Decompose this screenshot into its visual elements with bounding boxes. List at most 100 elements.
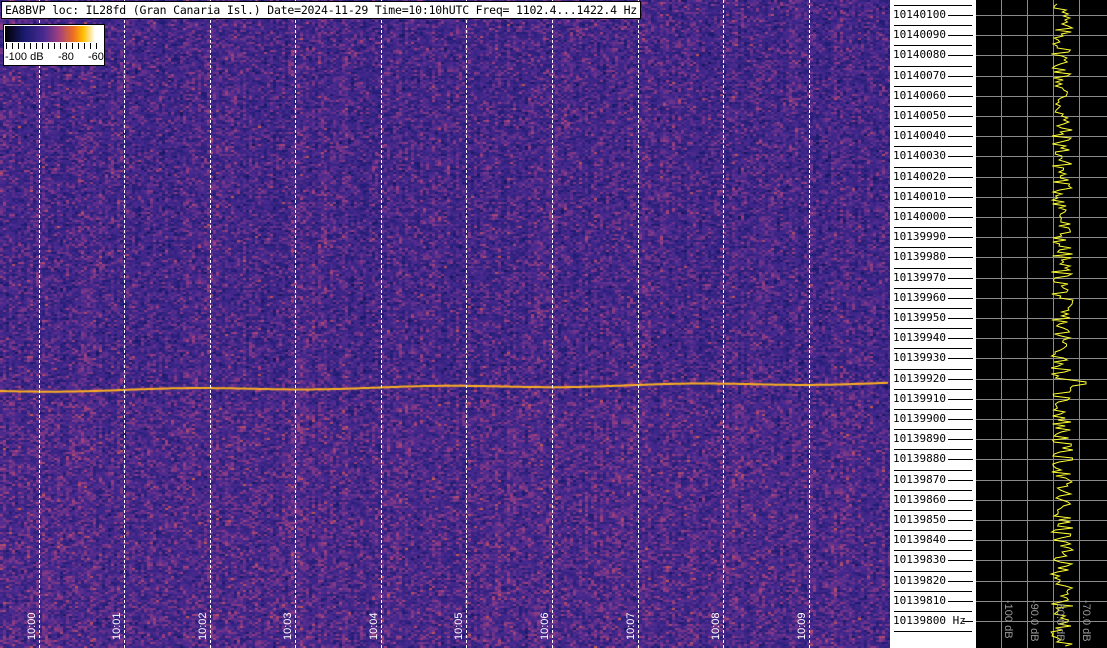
time-gridline xyxy=(809,0,810,648)
grid-line xyxy=(976,136,1107,138)
time-label: 10:09 xyxy=(796,612,808,640)
frequency-minor-tick xyxy=(894,328,972,330)
db-label: -70.0 dB xyxy=(1080,600,1092,642)
colorbar-ticks xyxy=(6,43,102,49)
frequency-tick xyxy=(948,196,973,198)
grid-line xyxy=(976,116,1107,117)
grid-line xyxy=(976,479,1107,481)
frequency-tick xyxy=(948,560,973,562)
grid-line xyxy=(976,156,1107,158)
colorbar-label-mid: -80 xyxy=(58,51,74,63)
grid-line xyxy=(976,398,1107,400)
frequency-label: 10139850 xyxy=(893,513,946,526)
frequency-minor-tick xyxy=(894,5,972,6)
spectrum-trace xyxy=(1049,3,1087,647)
frequency-minor-tick xyxy=(894,207,972,208)
grid-line xyxy=(976,176,1107,178)
db-label: -100 dB xyxy=(1002,600,1014,639)
frequency-tick xyxy=(948,459,973,461)
grid-line xyxy=(976,297,1107,299)
frequency-tick xyxy=(948,237,973,239)
frequency-label: 10140100 xyxy=(893,8,946,21)
grid-line xyxy=(976,75,1107,77)
spectrogram: 10:00 10:01 10:02 10:03 10:04 10:05 10:06 10:07… xyxy=(0,0,890,648)
time-gridline xyxy=(124,0,125,648)
frequency-minor-tick xyxy=(894,25,972,27)
frequency-tick xyxy=(948,358,973,360)
frequency-tick xyxy=(948,378,973,380)
frequency-label: 10139970 xyxy=(893,270,946,284)
frequency-label: 10140080 xyxy=(893,48,946,62)
grid-line xyxy=(976,499,1107,501)
time-label: 10:06 xyxy=(539,612,551,640)
frequency-tick xyxy=(948,479,973,481)
grid-line xyxy=(976,217,1107,218)
frequency-minor-tick xyxy=(894,449,972,451)
frequency-tick xyxy=(948,520,973,521)
time-gridline xyxy=(466,0,467,648)
frequency-axis-panel: 10140100 10140090 10140080 10140070 10140060… xyxy=(890,0,976,648)
waterfall-canvas xyxy=(0,0,890,648)
grid-line xyxy=(976,35,1107,37)
colorbar-label-min: -100 dB xyxy=(5,51,44,63)
frequency-minor-tick xyxy=(894,308,972,309)
colorbar-gradient xyxy=(5,26,103,42)
grid-line xyxy=(1027,0,1028,648)
grid-line xyxy=(976,196,1107,198)
frequency-tick xyxy=(948,297,973,299)
frequency-tick xyxy=(948,116,973,117)
frequency-minor-tick xyxy=(894,388,972,390)
grid-line xyxy=(976,318,1107,319)
frequency-minor-tick xyxy=(894,550,972,552)
grid-line xyxy=(976,520,1107,521)
time-label: 10:01 xyxy=(111,612,123,640)
frequency-tick xyxy=(948,257,973,259)
frequency-tick xyxy=(948,55,973,57)
frequency-label: 10139960 xyxy=(893,290,946,304)
frequency-label: 10139940 xyxy=(893,331,946,345)
frequency-minor-tick xyxy=(894,267,972,269)
frequency-minor-tick xyxy=(894,45,972,47)
grid-line xyxy=(976,439,1107,441)
grid-line xyxy=(976,55,1107,57)
frequency-label: 10139900 xyxy=(893,412,946,425)
grid-line xyxy=(976,95,1107,97)
time-label: 10:02 xyxy=(197,612,209,640)
grid-line xyxy=(976,257,1107,259)
frequency-minor-tick xyxy=(894,611,972,612)
frequency-label: 10139840 xyxy=(893,533,946,547)
frequency-minor-tick xyxy=(894,570,972,572)
frequency-label: 10139930 xyxy=(893,351,946,365)
frequency-tick xyxy=(948,600,973,602)
frequency-tick xyxy=(948,176,973,178)
frequency-minor-tick xyxy=(894,227,972,229)
grid-line xyxy=(976,378,1107,380)
frequency-label: 10139980 xyxy=(893,250,946,264)
frequency-tick xyxy=(948,136,973,138)
frequency-label: 10139950 xyxy=(893,311,946,324)
header-title: EA8BVP loc: IL28fd (Gran Canaria Isl.) D… xyxy=(1,1,642,19)
frequency-label: 10139870 xyxy=(893,472,946,486)
frequency-minor-tick xyxy=(894,590,972,592)
frequency-tick xyxy=(948,277,973,279)
frequency-minor-tick xyxy=(894,65,972,67)
grid-line xyxy=(976,15,1107,16)
frequency-label: 10140010 xyxy=(893,189,946,203)
frequency-minor-tick xyxy=(894,287,972,289)
frequency-minor-tick xyxy=(894,166,972,168)
frequency-minor-tick xyxy=(894,85,972,87)
frequency-tick xyxy=(948,318,973,319)
frequency-label: 10140050 xyxy=(893,109,946,122)
grid-line xyxy=(1079,0,1080,648)
frequency-label: 10139990 xyxy=(893,230,946,244)
frequency-label: 10139920 xyxy=(893,371,946,385)
db-label: -80.0 dB xyxy=(1054,600,1066,642)
colorbar-label-max: -60 xyxy=(88,51,104,63)
db-label: -90.0 dB xyxy=(1028,600,1040,642)
frequency-minor-tick xyxy=(894,530,972,532)
frequency-label: 10139910 xyxy=(893,391,946,405)
frequency-minor-tick xyxy=(894,489,972,491)
frequency-minor-tick xyxy=(894,348,972,350)
time-gridline xyxy=(295,0,296,648)
grid-line xyxy=(976,277,1107,279)
